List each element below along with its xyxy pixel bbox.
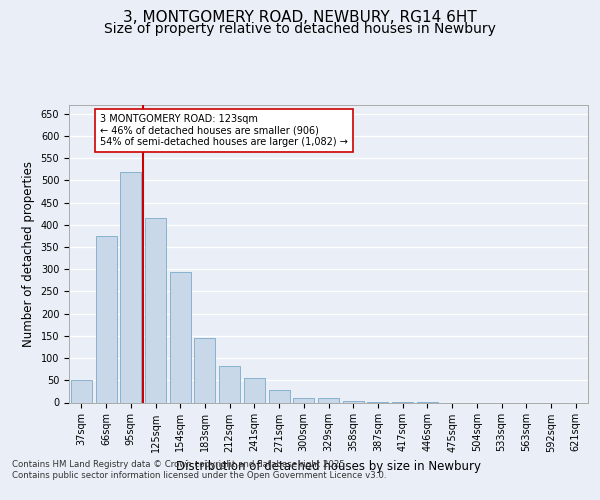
- Text: Contains HM Land Registry data © Crown copyright and database right 2025.: Contains HM Land Registry data © Crown c…: [12, 460, 347, 469]
- Bar: [145, 218, 166, 402]
- Text: Contains public sector information licensed under the Open Government Licence v3: Contains public sector information licen…: [12, 471, 386, 480]
- Bar: [244, 378, 265, 402]
- Bar: [120, 172, 141, 402]
- Bar: [194, 338, 215, 402]
- Bar: [318, 398, 339, 402]
- Bar: [343, 401, 364, 402]
- Text: 3 MONTGOMERY ROAD: 123sqm
← 46% of detached houses are smaller (906)
54% of semi: 3 MONTGOMERY ROAD: 123sqm ← 46% of detac…: [100, 114, 348, 147]
- Bar: [71, 380, 92, 402]
- Bar: [269, 390, 290, 402]
- Y-axis label: Number of detached properties: Number of detached properties: [22, 161, 35, 347]
- Bar: [293, 398, 314, 402]
- Bar: [170, 272, 191, 402]
- Bar: [95, 236, 116, 402]
- X-axis label: Distribution of detached houses by size in Newbury: Distribution of detached houses by size …: [176, 460, 481, 473]
- Text: Size of property relative to detached houses in Newbury: Size of property relative to detached ho…: [104, 22, 496, 36]
- Bar: [219, 366, 240, 403]
- Text: 3, MONTGOMERY ROAD, NEWBURY, RG14 6HT: 3, MONTGOMERY ROAD, NEWBURY, RG14 6HT: [123, 10, 477, 25]
